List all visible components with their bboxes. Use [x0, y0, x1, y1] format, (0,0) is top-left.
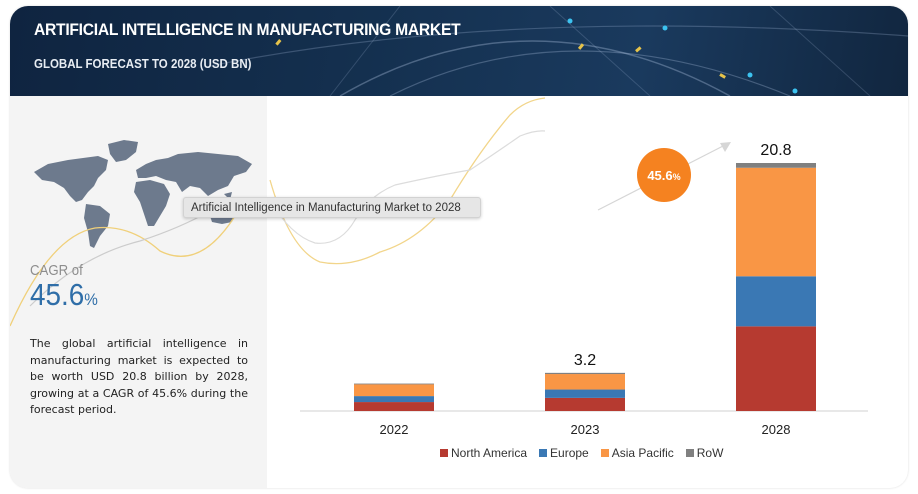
- world-map-icon: [34, 140, 252, 248]
- legend-swatch: [600, 449, 609, 457]
- legend-label: RoW: [696, 446, 724, 460]
- decorative-wave-gray: [269, 130, 546, 244]
- legend-label: Europe: [550, 446, 589, 460]
- x-tick-label: 2028: [762, 422, 791, 437]
- cagr-number: 45.6: [30, 277, 85, 312]
- bar-segment-north-america-2023: [545, 397, 625, 411]
- legend-swatch: [539, 449, 548, 457]
- cagr-unit: %: [84, 290, 98, 309]
- bar-segment-asia-pacific-2028: [736, 167, 816, 277]
- bar-segment-north-america-2022: [354, 402, 434, 411]
- chart-legend: North America Europe Asia Pacific RoW: [440, 446, 723, 460]
- legend-item-europe: Europe: [539, 446, 589, 460]
- bar-segment-asia-pacific-2022: [354, 384, 434, 397]
- cagr-value: 45.6%: [30, 277, 98, 313]
- legend-item-north-america: North America: [440, 446, 527, 460]
- legend-item-asia-pacific: Asia Pacific: [600, 446, 674, 460]
- cagr-badge-text: 45.6%: [647, 168, 680, 183]
- legend-label: North America: [451, 446, 528, 460]
- bar-segment-europe-2023: [545, 389, 625, 398]
- summary-panel: CAGR of 45.6% The global artificial inte…: [10, 96, 267, 488]
- bar-segment-north-america-2028: [736, 326, 816, 411]
- bar-total-label: 20.8: [760, 142, 791, 159]
- bar-segment-asia-pacific-2023: [545, 374, 625, 390]
- banner-decoration: [209, 6, 908, 96]
- decorative-wave-gold: [269, 97, 546, 265]
- x-tick-label: 2022: [380, 422, 409, 437]
- bar-segment-row-2022: [354, 383, 434, 385]
- x-tick-label: 2023: [571, 422, 600, 437]
- bar-segment-row-2023: [545, 372, 625, 375]
- legend-item-row: RoW: [685, 446, 724, 460]
- legend-swatch: [440, 449, 448, 457]
- legend-swatch: [685, 449, 694, 457]
- cagr-badge: [637, 148, 691, 202]
- bar-total-label: 3.2: [574, 352, 596, 369]
- cagr-label: CAGR of: [30, 262, 83, 279]
- bar-segment-row-2028: [736, 163, 816, 168]
- bar-segment-europe-2022: [354, 396, 434, 403]
- chart-title-tooltip: Artificial Intelligence in Manufacturing…: [183, 197, 481, 218]
- growth-arrow-head: [720, 142, 731, 152]
- bar-segment-europe-2028: [736, 276, 816, 327]
- market-description: The global artificial intelligence in ma…: [30, 337, 248, 416]
- page-subtitle: GLOBAL FORECAST TO 2028 (USD BN): [34, 57, 252, 71]
- header-banner: ARTIFICIAL INTELLIGENCE IN MANUFACTURING…: [10, 6, 908, 96]
- page-title: ARTIFICIAL INTELLIGENCE IN MANUFACTURING…: [34, 20, 461, 39]
- legend-label: Asia Pacific: [611, 446, 674, 460]
